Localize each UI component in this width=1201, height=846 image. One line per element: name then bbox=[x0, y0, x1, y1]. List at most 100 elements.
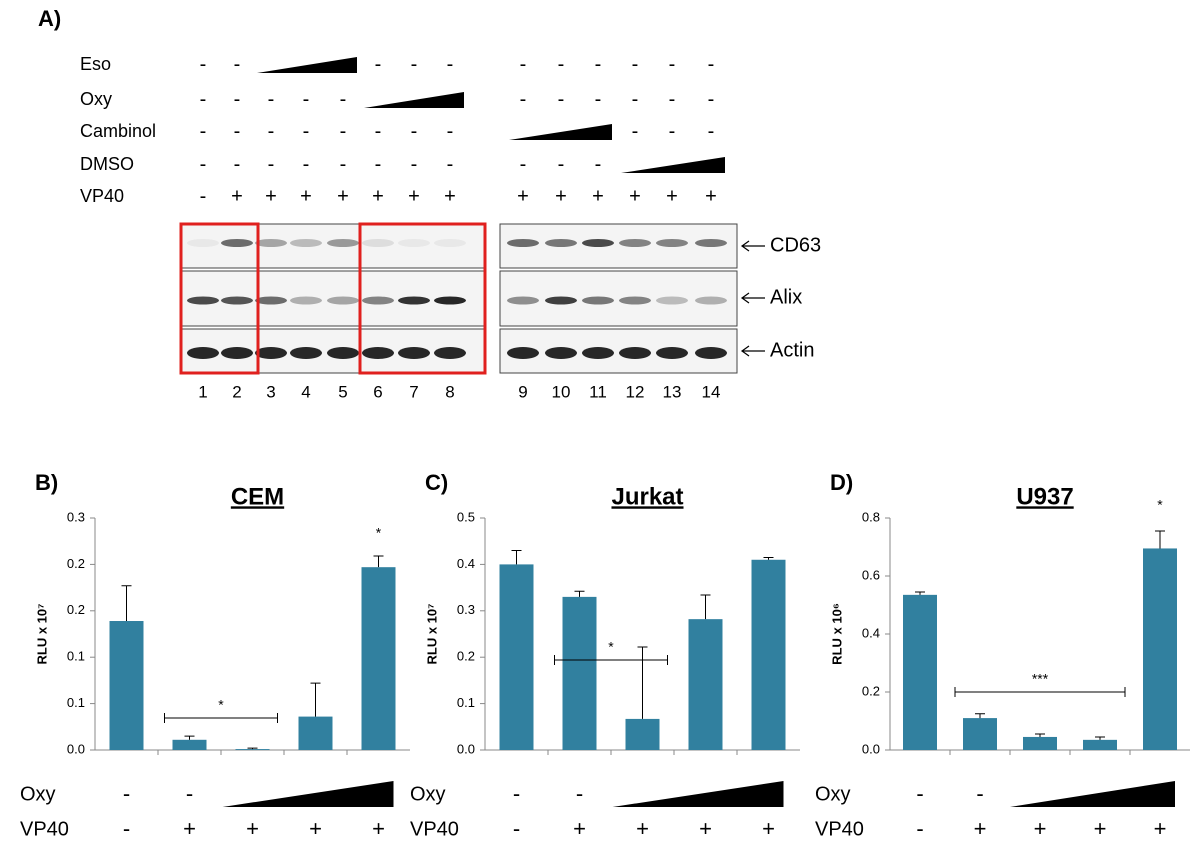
lane-number: 12 bbox=[626, 382, 645, 401]
lane-number: 8 bbox=[445, 382, 454, 401]
treatment-sign: - bbox=[411, 53, 418, 75]
bar bbox=[563, 597, 597, 750]
treatment-sign: - bbox=[340, 120, 347, 142]
blot-band bbox=[619, 347, 651, 359]
y-axis-title: RLU x 10⁶ bbox=[829, 603, 844, 665]
treatment-sign: + bbox=[300, 185, 312, 207]
error-bar bbox=[975, 714, 985, 718]
lane-number: 13 bbox=[663, 382, 682, 401]
treatment-sign: - bbox=[558, 53, 565, 75]
treatment-sign: - bbox=[303, 153, 310, 175]
condition-sign: - bbox=[916, 816, 923, 841]
treatment-sign: + bbox=[629, 185, 641, 207]
treatment-sign: - bbox=[669, 88, 676, 110]
treatment-sign: - bbox=[340, 153, 347, 175]
treatment-sign: - bbox=[200, 153, 207, 175]
band-arrow bbox=[742, 346, 765, 356]
dose-ramp bbox=[509, 124, 612, 140]
blot-band bbox=[255, 347, 287, 359]
treatment-sign: + bbox=[555, 185, 567, 207]
blot-band bbox=[656, 297, 688, 305]
lane-number: 6 bbox=[373, 382, 382, 401]
error-bar bbox=[1155, 531, 1165, 548]
treatment-sign: - bbox=[200, 53, 207, 75]
blot-band bbox=[362, 239, 394, 247]
band-label: Alix bbox=[770, 286, 802, 308]
error-bar bbox=[185, 736, 195, 740]
treatment-sign: - bbox=[708, 120, 715, 142]
blot-band bbox=[582, 297, 614, 305]
condition-label: Oxy bbox=[815, 783, 851, 805]
treatment-sign: + bbox=[372, 185, 384, 207]
error-bar bbox=[638, 647, 648, 719]
y-tick-label: 0.0 bbox=[457, 741, 475, 756]
condition-sign: - bbox=[186, 781, 193, 806]
condition-label: Oxy bbox=[20, 783, 56, 805]
blot-band bbox=[398, 239, 430, 247]
error-bar bbox=[1035, 734, 1045, 737]
y-tick-label: 0.8 bbox=[862, 509, 880, 524]
treatment-sign: - bbox=[234, 88, 241, 110]
blot-band bbox=[619, 297, 651, 305]
lane-number: 11 bbox=[589, 382, 607, 401]
panel-label: D) bbox=[830, 470, 853, 495]
y-tick-label: 0.2 bbox=[67, 556, 85, 571]
bar bbox=[299, 717, 333, 750]
treatment-sign: - bbox=[375, 53, 382, 75]
condition-label: VP40 bbox=[20, 818, 69, 840]
treatment-sign: - bbox=[595, 88, 602, 110]
blot-band bbox=[290, 347, 322, 359]
significance-label: * bbox=[608, 639, 614, 655]
treatment-sign: + bbox=[265, 185, 277, 207]
blot-band bbox=[187, 239, 219, 247]
lane-number: 1 bbox=[198, 382, 207, 401]
treatment-sign: - bbox=[303, 88, 310, 110]
error-bar bbox=[1095, 737, 1105, 740]
y-tick-label: 0.2 bbox=[457, 649, 475, 664]
treatment-sign: - bbox=[447, 53, 454, 75]
bar bbox=[236, 749, 270, 750]
chart-title: Jurkat bbox=[611, 483, 683, 510]
blot-band bbox=[221, 347, 253, 359]
error-bar bbox=[248, 748, 258, 749]
treatment-sign: + bbox=[517, 185, 529, 207]
blot-band bbox=[398, 347, 430, 359]
blot-band bbox=[434, 297, 466, 305]
bar bbox=[1083, 740, 1117, 750]
treatment-sign: - bbox=[200, 88, 207, 110]
treatment-sign: + bbox=[231, 185, 243, 207]
condition-sign: - bbox=[513, 781, 520, 806]
bar bbox=[110, 621, 144, 750]
y-tick-label: 0.3 bbox=[457, 602, 475, 617]
treatment-sign: - bbox=[520, 53, 527, 75]
bar bbox=[626, 719, 660, 750]
y-tick-label: 0.2 bbox=[862, 683, 880, 698]
y-tick-label: 0.0 bbox=[67, 741, 85, 756]
treatment-sign: - bbox=[234, 153, 241, 175]
y-tick-label: 0.6 bbox=[862, 567, 880, 582]
bar bbox=[500, 564, 534, 750]
error-bar bbox=[311, 683, 321, 716]
treatment-sign: - bbox=[595, 153, 602, 175]
treatment-sign: - bbox=[558, 88, 565, 110]
blot-band bbox=[221, 239, 253, 247]
condition-sign: + bbox=[1154, 816, 1167, 841]
blot-band bbox=[327, 239, 359, 247]
blot-band bbox=[290, 239, 322, 247]
condition-sign: + bbox=[309, 816, 322, 841]
band-label: Actin bbox=[770, 339, 814, 361]
treatment-sign: - bbox=[411, 153, 418, 175]
treatment-sign: - bbox=[234, 53, 241, 75]
y-tick-label: 0.1 bbox=[67, 695, 85, 710]
blot-band bbox=[221, 297, 253, 305]
lane-number: 10 bbox=[552, 382, 571, 401]
condition-sign: - bbox=[123, 816, 130, 841]
error-bar bbox=[122, 586, 132, 621]
treatment-sign: - bbox=[632, 88, 639, 110]
blot-band bbox=[187, 347, 219, 359]
panel-label: C) bbox=[425, 470, 448, 495]
significance-label: * bbox=[1157, 497, 1163, 513]
lane-number: 9 bbox=[518, 382, 527, 401]
figure: A) Eso-----------Oxy-----------Cambinol-… bbox=[0, 0, 1201, 846]
treatment-sign: + bbox=[592, 185, 604, 207]
